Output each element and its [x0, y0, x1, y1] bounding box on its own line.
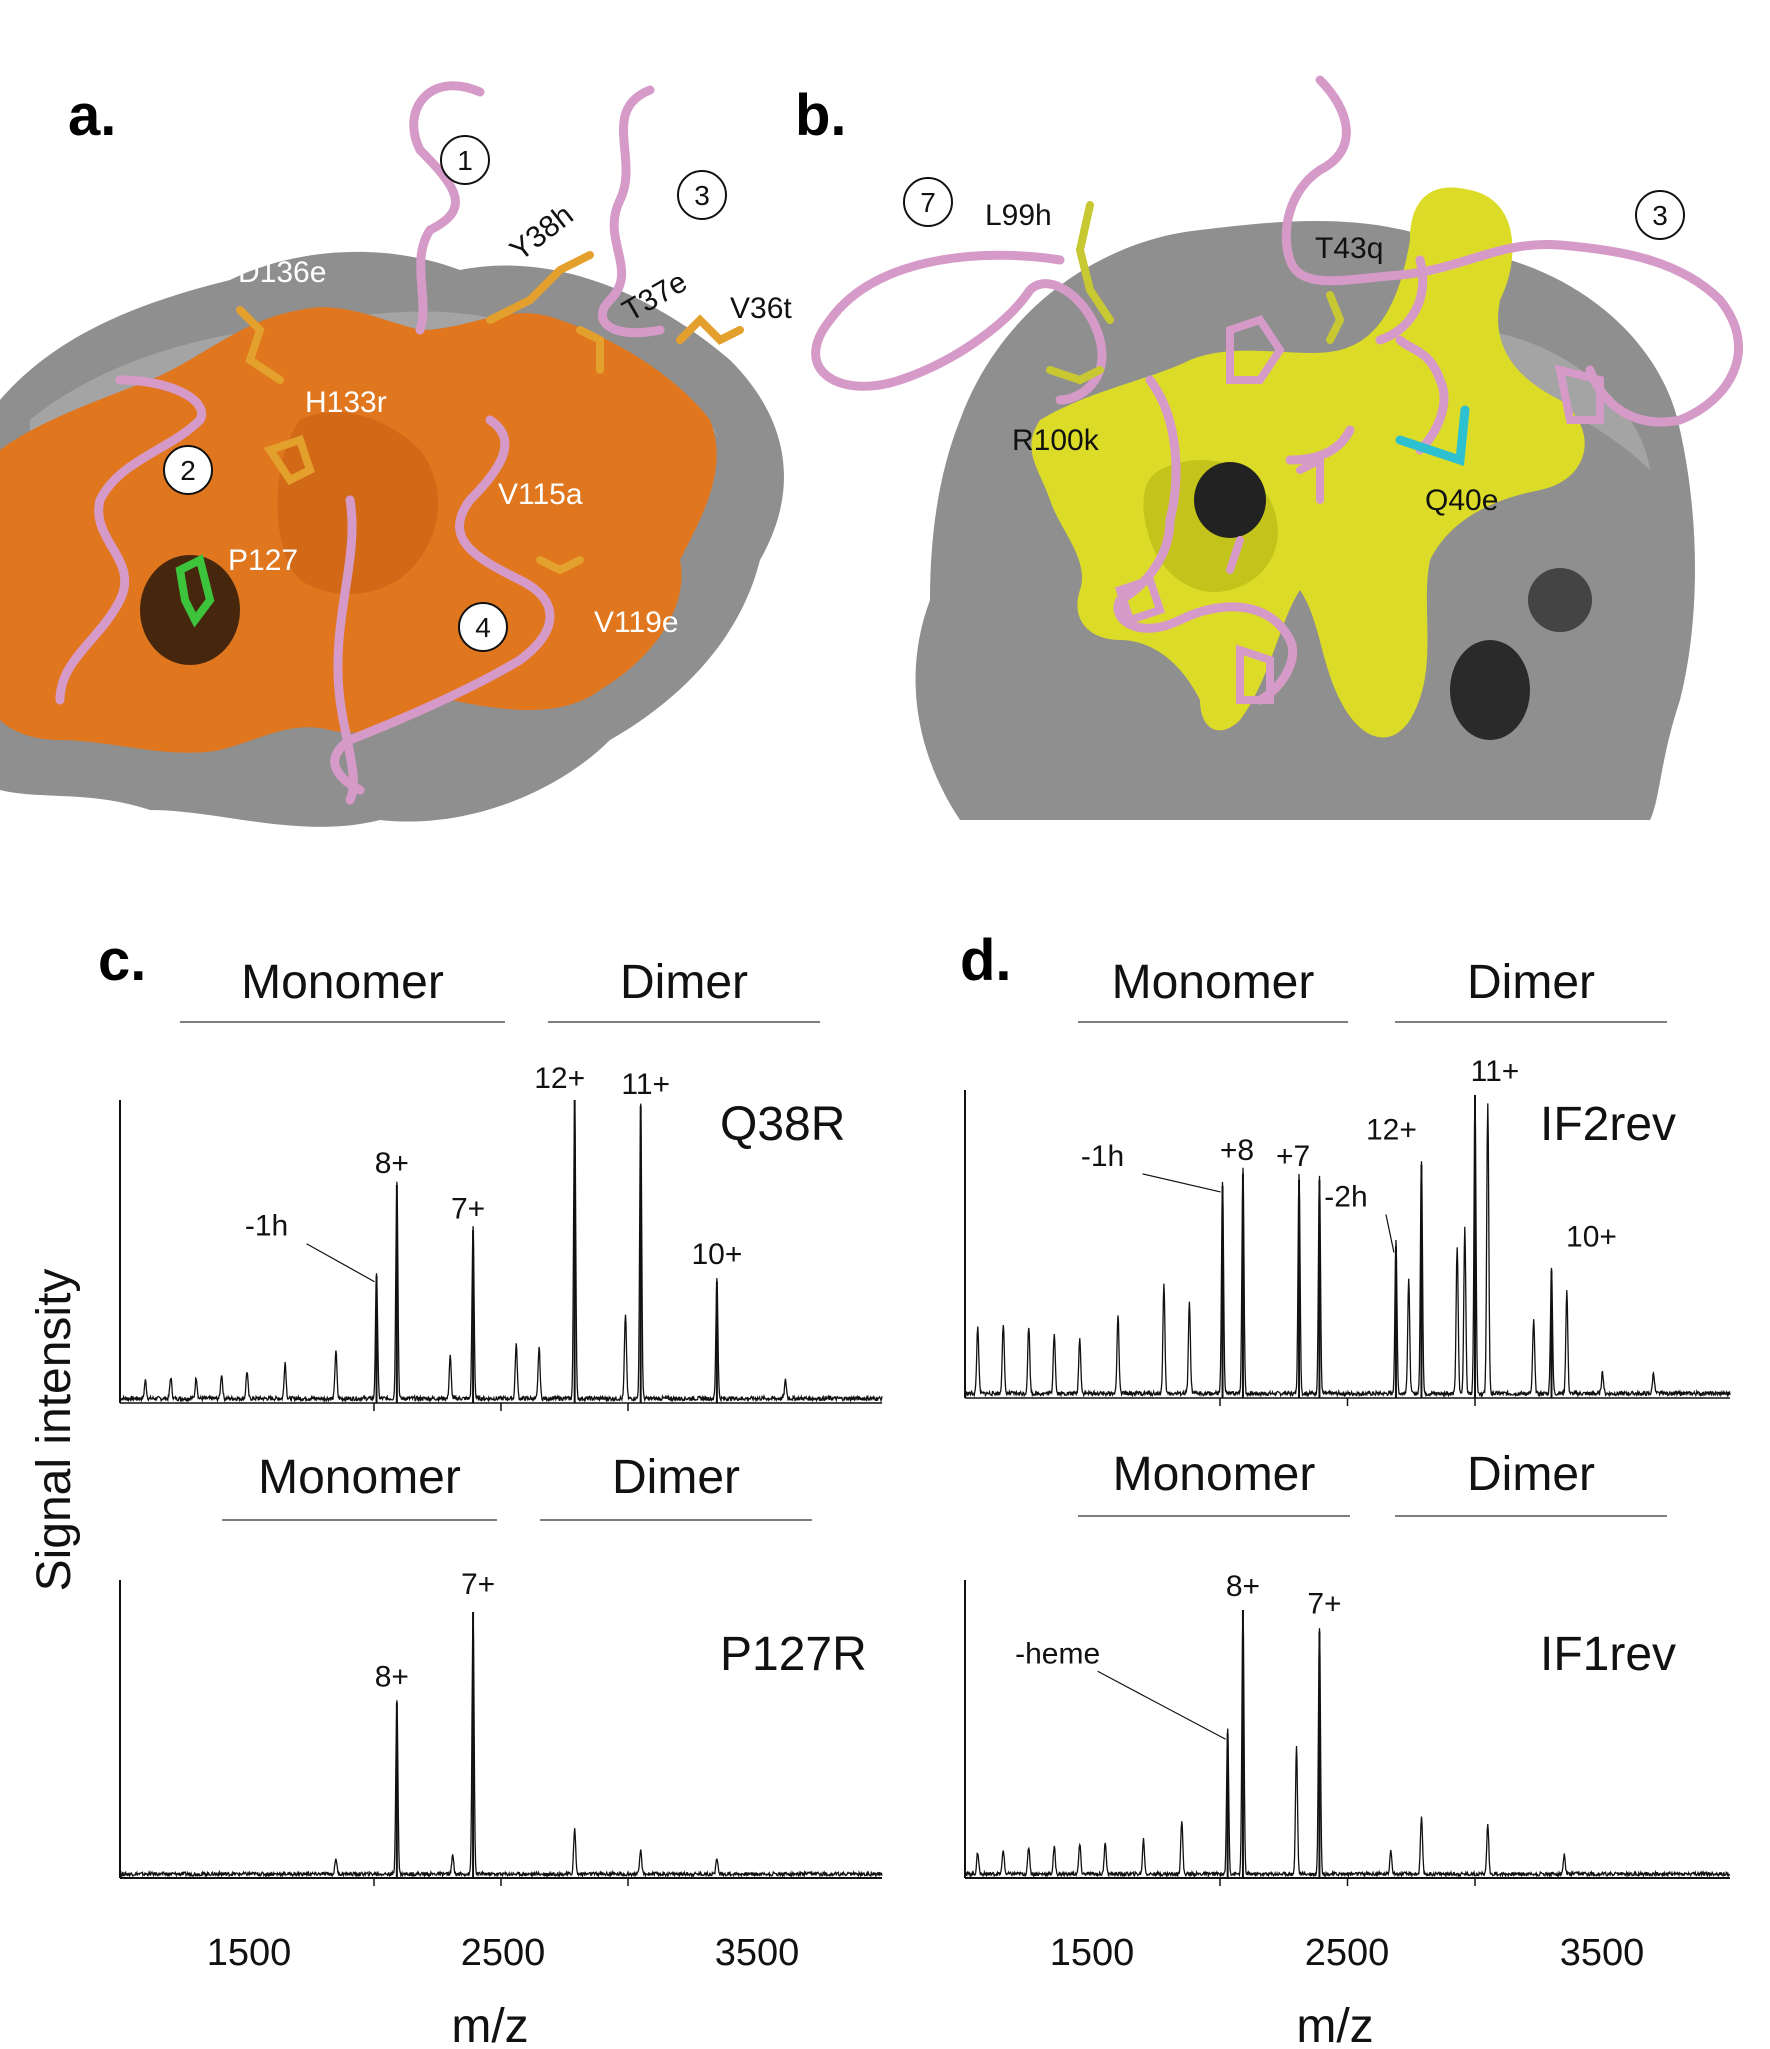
variant-title-if2rev: IF2rev	[1540, 1098, 1676, 1151]
x-tick-d-3500: 3500	[1560, 1932, 1645, 1974]
label-v36t: V36t	[730, 292, 792, 325]
label-v115a: V115a	[498, 478, 583, 511]
peak-label-2h-2: -2h	[1324, 1181, 1367, 1214]
panel-a-loop-1: 1	[457, 145, 473, 176]
group-label-monomer-1: Monomer	[258, 1451, 461, 1504]
peak-label-7-3: 7+	[1307, 1587, 1341, 1620]
panel-c-letter: c.	[98, 928, 146, 993]
peak-label-7-2: +7	[1276, 1140, 1310, 1173]
panel-a-loop-3: 3	[694, 180, 710, 211]
group-label-monomer-2: Monomer	[1112, 956, 1315, 1009]
y-axis-title: Signal intensity	[28, 1269, 81, 1592]
variant-title-q38r: Q38R	[720, 1098, 845, 1151]
label-d136e: D136e	[238, 256, 326, 289]
panel-a-loop-2: 2	[180, 455, 196, 486]
peak-label-1h-2: -1h	[1081, 1140, 1124, 1173]
panel-d-letter: d.	[960, 928, 1012, 993]
group-label-dimer-3: Dimer	[1467, 1448, 1595, 1501]
group-label-monomer-3: Monomer	[1113, 1448, 1316, 1501]
panel-b: b. 7 3 L99h T43q R100	[795, 80, 1739, 820]
peak-leader-heme-3	[1098, 1671, 1226, 1739]
panel-b-pocket-2	[1528, 568, 1592, 632]
spectrum-p127r: Monomer Dimer 8+ 7+ P127R	[120, 1451, 882, 1886]
x-tick-c-2500: 2500	[461, 1932, 546, 1974]
x-tick-c-3500: 3500	[715, 1932, 800, 1974]
label-t43q: T43q	[1315, 232, 1383, 265]
panel-b-pocket	[1194, 462, 1266, 538]
peak-label-8-1: 8+	[375, 1660, 409, 1693]
peak-label-10-0: 10+	[691, 1238, 742, 1271]
peak-label-12-0: 12+	[534, 1062, 585, 1095]
x-tick-d-1500: 1500	[1050, 1932, 1135, 1974]
label-r100k: R100k	[1012, 424, 1100, 457]
x-axis-d-title: m/z	[1296, 2000, 1373, 2049]
peak-label-heme-3: -heme	[1015, 1637, 1100, 1670]
spectrum-if2rev: Monomer Dimer -1h +8 +7 -2h 12+ 11+ 10+ IF2rev	[965, 956, 1730, 1406]
peak-label-8-0: 8+	[375, 1147, 409, 1180]
group-label-dimer-2: Dimer	[1467, 956, 1595, 1009]
panel-a: a. 1 2 3 4 D13	[0, 83, 792, 827]
panel-b-letter: b.	[795, 83, 847, 148]
label-q40e: Q40e	[1425, 484, 1498, 517]
peak-leader-1h-0	[307, 1244, 375, 1282]
peak-label-8-2: +8	[1220, 1134, 1254, 1167]
panel-b-pocket-3	[1450, 640, 1530, 740]
label-l99h: L99h	[985, 199, 1052, 232]
label-p127: P127	[228, 544, 298, 577]
label-h133r: H133r	[305, 386, 387, 419]
peak-label-7-0: 7+	[451, 1192, 485, 1225]
spectrum-if1rev: Monomer Dimer -heme 8+ 7+ IF1rev	[965, 1448, 1730, 1886]
peak-label-11-0: 11+	[621, 1068, 670, 1101]
group-label-monomer-0: Monomer	[241, 956, 444, 1009]
panel-a-loop-4: 4	[475, 612, 491, 643]
panel-b-loop-3: 3	[1652, 200, 1668, 231]
x-axis-c: 1500 2500 3500 m/z	[120, 1878, 882, 2049]
peak-label-10-2: 10+	[1566, 1221, 1617, 1254]
label-y38h: Y38h	[504, 198, 580, 267]
peak-leader-2h-2	[1386, 1215, 1394, 1253]
peak-label-11-2: 11+	[1471, 1055, 1520, 1088]
x-tick-d-2500: 2500	[1305, 1932, 1390, 1974]
x-axis-d: 1500 2500 3500 m/z	[965, 1878, 1730, 2049]
peak-label-1h-0: -1h	[245, 1210, 288, 1243]
peak-leader-1h-2	[1143, 1174, 1221, 1192]
x-axis-c-title: m/z	[451, 2000, 528, 2049]
panel-b-loop-7: 7	[920, 187, 936, 218]
peak-label-7-1: 7+	[461, 1568, 495, 1601]
peak-label-12-2: 12+	[1366, 1114, 1417, 1147]
group-label-dimer-1: Dimer	[612, 1451, 740, 1504]
variant-title-p127r: P127R	[720, 1628, 867, 1681]
spectrum-q38r: Monomer Dimer -1h 8+ 7+ 12+ 11+ 10+ Q38R	[120, 956, 882, 1411]
x-tick-c-1500: 1500	[207, 1932, 292, 1974]
panel-a-letter: a.	[68, 83, 116, 148]
peak-label-8-3: 8+	[1226, 1570, 1260, 1603]
group-label-dimer-0: Dimer	[620, 956, 748, 1009]
label-v119e: V119e	[594, 606, 679, 639]
variant-title-if1rev: IF1rev	[1540, 1628, 1676, 1681]
